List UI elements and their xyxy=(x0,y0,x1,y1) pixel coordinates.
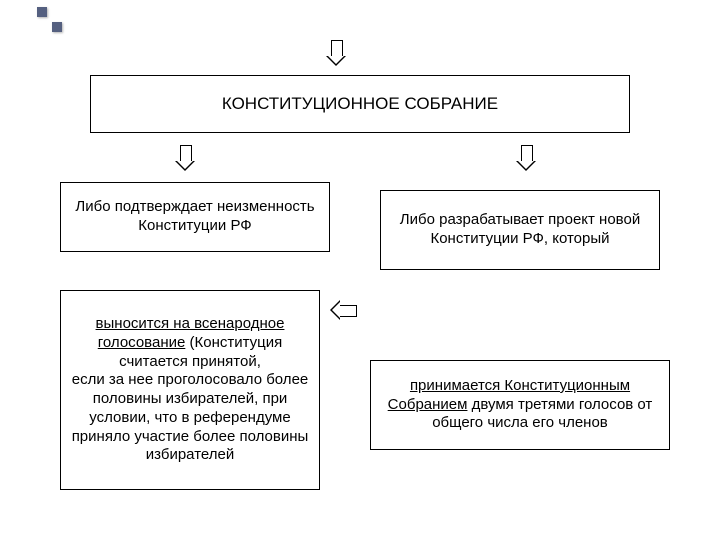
box-left-lower-text: выносится на всенародное голосование (Ко… xyxy=(71,315,309,465)
box-right-upper-text: Либо разрабатывает проект новой Конститу… xyxy=(391,211,649,249)
box-right-lower: принимается Конституционным Собранием дв… xyxy=(370,360,670,450)
box-top-title: КОНСТИТУЦИОННОЕ СОБРАНИЕ xyxy=(90,75,630,133)
bullet-1 xyxy=(37,7,47,17)
box-left-upper-text: Либо подтверждает неизменность Конституц… xyxy=(71,198,319,236)
box-left-lower: выносится на всенародное голосование (Ко… xyxy=(60,290,320,490)
box-right-upper: Либо разрабатывает проект новой Конститу… xyxy=(380,190,660,270)
bullet-2 xyxy=(52,22,62,32)
box-left-upper: Либо подтверждает неизменность Конституц… xyxy=(60,182,330,252)
box-right-lower-text: принимается Конституционным Собранием дв… xyxy=(381,377,659,433)
box-top-title-text: КОНСТИТУЦИОННОЕ СОБРАНИЕ xyxy=(222,93,498,114)
